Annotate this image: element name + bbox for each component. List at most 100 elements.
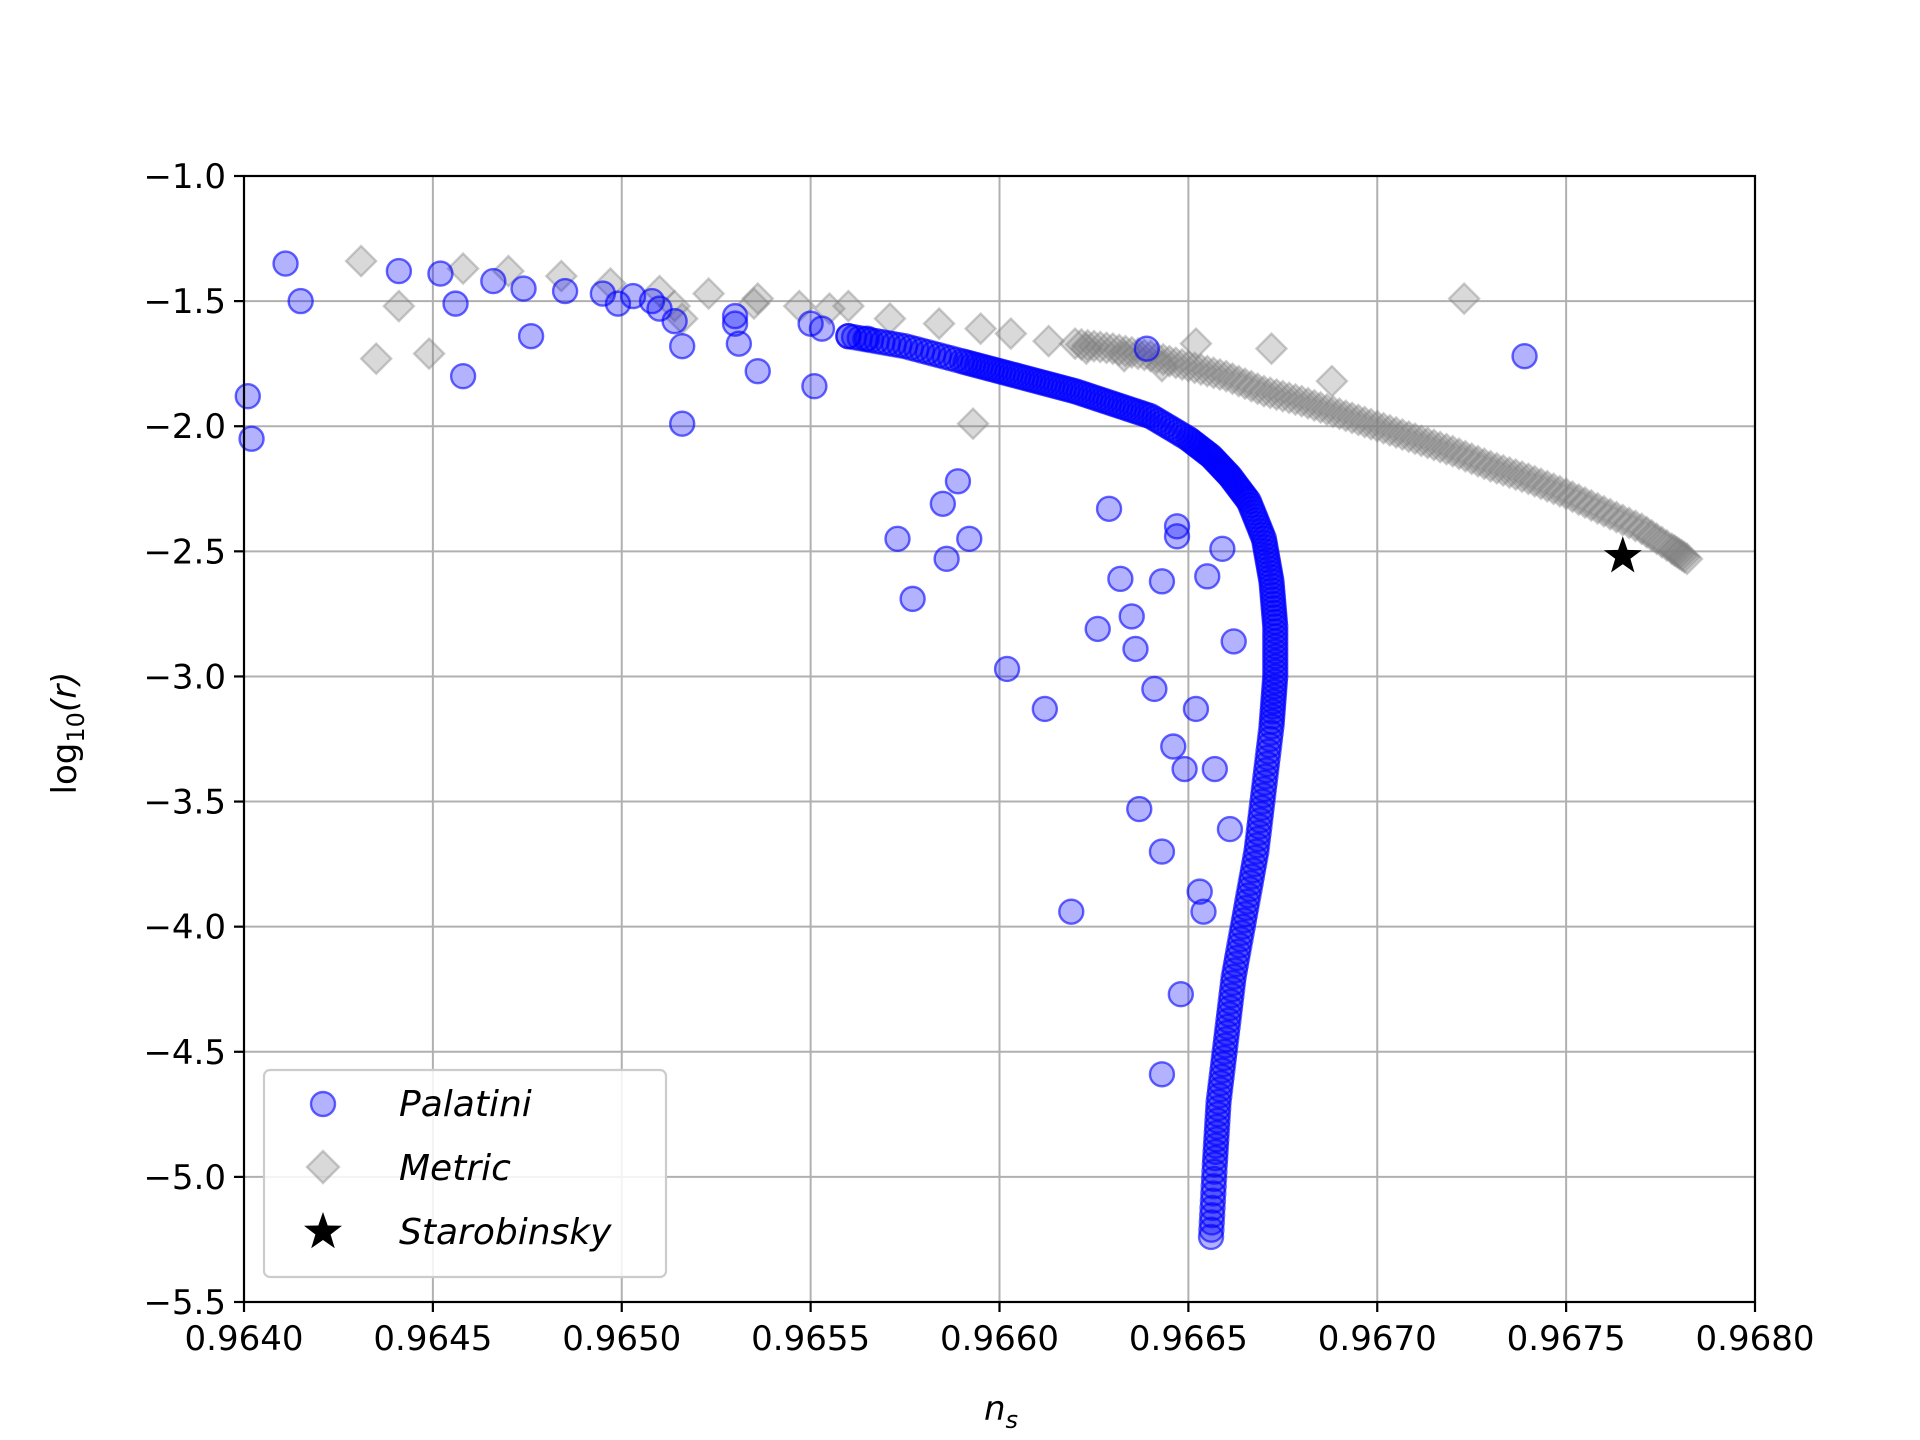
metric-point: [1630, 515, 1664, 549]
palatini-point: [1133, 335, 1161, 362]
metric-point: [1640, 522, 1674, 556]
metric-point: [1517, 464, 1552, 498]
legend-label-palatini: Palatini: [399, 1084, 532, 1125]
metric-point: [1322, 397, 1357, 431]
metric-point: [1398, 422, 1432, 456]
palatini-point: [1118, 603, 1145, 630]
metric-point: [1347, 405, 1382, 439]
metric-point: [1354, 407, 1388, 441]
y-tick-label: −4.5: [143, 1033, 226, 1073]
palatini-point: [589, 280, 617, 307]
palatini-point: [1163, 513, 1191, 540]
palatini-point: [272, 250, 299, 277]
palatini-point: [510, 275, 537, 302]
palatini-point: [668, 410, 696, 437]
y-tick-label: −1.5: [143, 282, 226, 322]
metric-point: [1467, 447, 1501, 481]
metric-point: [1247, 374, 1281, 408]
metric-point: [1329, 399, 1363, 433]
palatini-point: [1031, 695, 1059, 723]
metric-point: [1196, 356, 1231, 390]
metric-point: [1417, 428, 1451, 462]
palatini-point: [238, 425, 265, 452]
metric-point: [1058, 326, 1092, 361]
palatini-point: [899, 585, 926, 613]
metric-point: [1152, 344, 1187, 378]
metric-point: [1215, 361, 1250, 396]
y-tick-label: −5.0: [143, 1158, 226, 1198]
palatini-point: [1167, 981, 1195, 1008]
metric-point: [1171, 349, 1206, 383]
metric-point: [1650, 528, 1684, 563]
metric-point: [741, 281, 775, 316]
metric-point: [1486, 453, 1520, 488]
metric-point: [1222, 364, 1256, 398]
metric-point: [1536, 472, 1571, 506]
palatini-point: [993, 655, 1021, 683]
metric-point: [1392, 419, 1426, 454]
metric-point: [1635, 518, 1669, 553]
metric-point: [956, 407, 990, 441]
metric-point: [1140, 341, 1174, 375]
metric-point: [1587, 494, 1621, 528]
palatini-point: [1198, 1216, 1225, 1243]
metric-point: [446, 251, 480, 286]
metric-point: [1530, 469, 1564, 503]
metric-point: [1165, 347, 1199, 382]
metric-point: [1278, 382, 1313, 417]
palatini-point: [956, 525, 983, 553]
metric-point: [1031, 324, 1066, 358]
palatini-point: [1186, 878, 1213, 905]
metric-point: [1083, 330, 1117, 364]
metric-point: [1266, 379, 1300, 413]
metric-point: [1662, 537, 1697, 571]
palatini-point: [933, 545, 960, 573]
metric-point: [1259, 377, 1294, 412]
palatini-point: [744, 357, 771, 385]
palatini-point: [1141, 675, 1168, 703]
palatini-point: [1058, 898, 1085, 925]
palatini-point: [1107, 565, 1134, 593]
x-axis-title: ns: [984, 1389, 1018, 1434]
palatini-point: [1182, 695, 1210, 723]
palatini-point: [1148, 838, 1176, 865]
palatini-point: [854, 325, 881, 352]
metric-point: [1404, 424, 1439, 458]
palatini-point: [1511, 342, 1538, 370]
metric-point: [1505, 459, 1539, 494]
metric-point: [1593, 497, 1627, 531]
y-tick-label: −2.0: [143, 407, 226, 447]
palatini-point: [808, 315, 836, 342]
metric-point: [1447, 281, 1481, 316]
metric-point: [1612, 506, 1646, 540]
metric-point: [1499, 457, 1533, 492]
legend: Palatini Metric Starobinsky: [262, 1068, 668, 1279]
palatini-point: [721, 310, 749, 337]
metric-point: [1410, 426, 1445, 460]
metric-point: [1177, 351, 1212, 385]
palatini-point: [287, 287, 314, 315]
metric-point: [1645, 525, 1679, 559]
metric-point: [1310, 392, 1344, 427]
metric-point: [1341, 403, 1376, 437]
legend-palatini-marker: [309, 1090, 337, 1118]
y-axis-title: log10(r): [45, 672, 90, 795]
metric-point: [994, 316, 1028, 351]
metric-point: [1524, 467, 1558, 501]
y-axis: −1.0 −1.5 −2.0 −2.5 −3.0 −3.5 −4.0 −4.5 −5.0 −5.5: [143, 157, 244, 1323]
x-tick-label: 0.9680: [1696, 1319, 1815, 1359]
palatini-point: [725, 330, 753, 357]
palatini-point: [1216, 815, 1244, 843]
metric-point: [1667, 540, 1702, 574]
x-tick-label: 0.9665: [1129, 1319, 1248, 1359]
metric-point: [963, 311, 998, 346]
metric-point: [1272, 381, 1306, 415]
palatini-point: [1201, 755, 1229, 783]
palatini-point: [1148, 568, 1176, 595]
metric-point: [691, 276, 726, 311]
metric-point: [1115, 335, 1149, 370]
metric-point: [1657, 533, 1692, 568]
y-tick-label: −4.0: [143, 908, 226, 948]
metric-point: [1366, 411, 1401, 446]
